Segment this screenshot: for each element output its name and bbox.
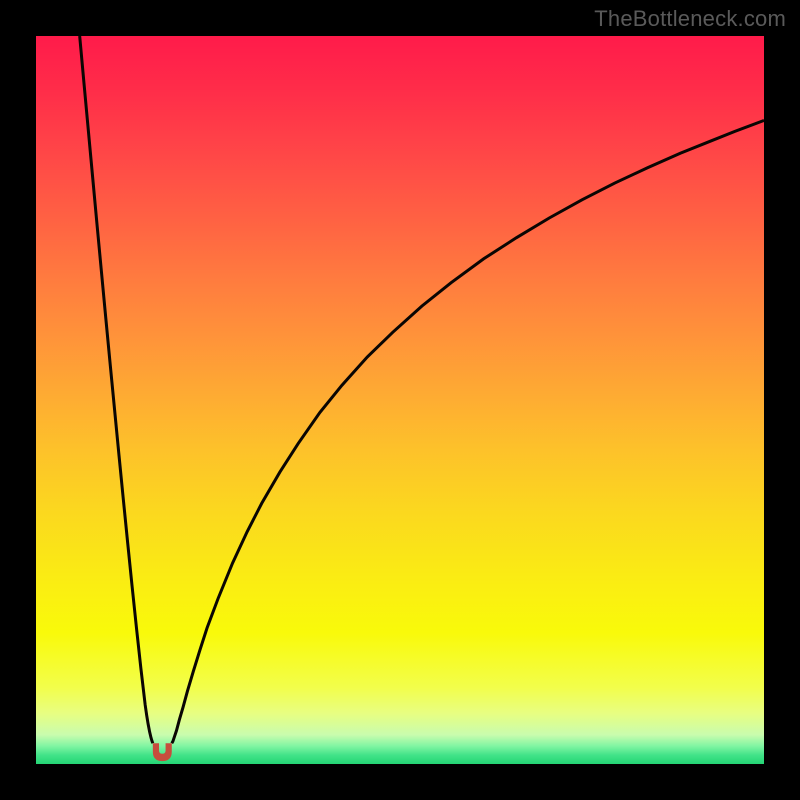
curves-svg xyxy=(36,36,764,764)
peak-marker xyxy=(153,743,172,761)
curve-right-branch xyxy=(172,120,764,743)
chart-container: TheBottleneck.com xyxy=(0,0,800,800)
curve-left-branch xyxy=(80,36,153,743)
watermark-text: TheBottleneck.com xyxy=(594,6,786,32)
